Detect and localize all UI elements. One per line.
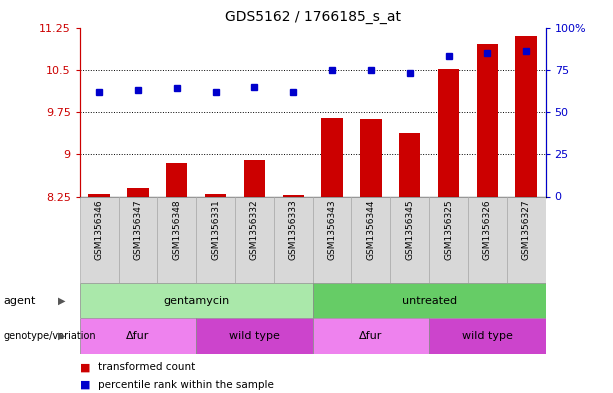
- Text: GSM1356343: GSM1356343: [327, 199, 337, 260]
- Bar: [399, 133, 421, 196]
- Text: GSM1356327: GSM1356327: [522, 199, 531, 260]
- Text: GSM1356333: GSM1356333: [289, 199, 298, 260]
- Bar: [321, 118, 343, 196]
- Text: GSM1356325: GSM1356325: [444, 199, 453, 260]
- Bar: [351, 196, 390, 283]
- Bar: [507, 196, 546, 283]
- Bar: [429, 196, 468, 283]
- Bar: [274, 196, 313, 283]
- Text: wild type: wild type: [229, 331, 280, 341]
- Bar: [80, 318, 196, 354]
- Bar: [438, 69, 459, 196]
- Text: ▶: ▶: [58, 296, 65, 306]
- Text: ■: ■: [80, 380, 90, 390]
- Text: GSM1356348: GSM1356348: [172, 199, 181, 260]
- Bar: [429, 318, 546, 354]
- Text: GSM1356331: GSM1356331: [211, 199, 220, 260]
- Text: GSM1356326: GSM1356326: [483, 199, 492, 260]
- Text: GSM1356332: GSM1356332: [250, 199, 259, 260]
- Text: GSM1356344: GSM1356344: [367, 199, 375, 260]
- Bar: [235, 196, 274, 283]
- Bar: [88, 194, 110, 196]
- Text: ■: ■: [80, 362, 90, 373]
- Text: untreated: untreated: [402, 296, 457, 306]
- Bar: [196, 196, 235, 283]
- Bar: [205, 194, 226, 196]
- Title: GDS5162 / 1766185_s_at: GDS5162 / 1766185_s_at: [224, 10, 401, 24]
- Text: GSM1356347: GSM1356347: [134, 199, 142, 260]
- Bar: [244, 160, 265, 196]
- Text: gentamycin: gentamycin: [163, 296, 229, 306]
- Bar: [477, 44, 498, 196]
- Bar: [516, 36, 537, 197]
- Text: Δfur: Δfur: [126, 331, 150, 341]
- Bar: [313, 318, 429, 354]
- Bar: [390, 196, 429, 283]
- Text: agent: agent: [3, 296, 36, 306]
- Text: transformed count: transformed count: [98, 362, 196, 373]
- Text: percentile rank within the sample: percentile rank within the sample: [98, 380, 274, 390]
- Bar: [196, 318, 313, 354]
- Bar: [80, 196, 118, 283]
- Bar: [118, 196, 158, 283]
- Bar: [128, 188, 148, 196]
- Bar: [313, 283, 546, 318]
- Bar: [313, 196, 351, 283]
- Bar: [166, 163, 188, 196]
- Text: wild type: wild type: [462, 331, 512, 341]
- Bar: [468, 196, 507, 283]
- Text: GSM1356345: GSM1356345: [405, 199, 414, 260]
- Text: Δfur: Δfur: [359, 331, 383, 341]
- Bar: [80, 283, 313, 318]
- Bar: [158, 196, 196, 283]
- Bar: [283, 195, 304, 196]
- Text: genotype/variation: genotype/variation: [3, 331, 96, 341]
- Text: ▶: ▶: [58, 331, 65, 341]
- Bar: [360, 119, 381, 196]
- Text: GSM1356346: GSM1356346: [94, 199, 104, 260]
